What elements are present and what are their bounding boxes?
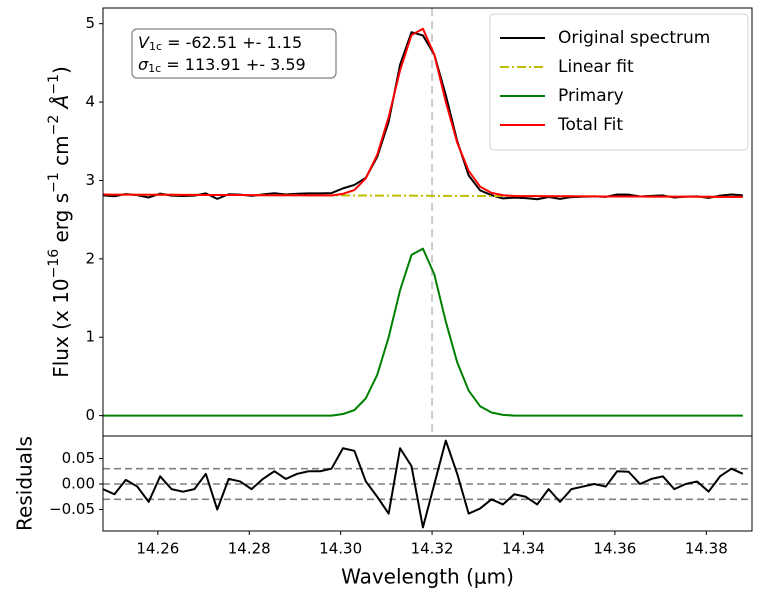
y-axis-label: Residuals [13, 436, 37, 531]
x-tick-label: 14.26 [136, 540, 179, 558]
annotation: σ1c = 113.91 +- 3.59 [138, 55, 306, 76]
data-line [103, 439, 744, 529]
annotation-symbol: σ [138, 55, 149, 74]
label-part: cm [49, 135, 73, 172]
annotation-subscript: 1c [148, 62, 161, 75]
annotation-box [131, 28, 337, 79]
label-part: −2 [46, 115, 62, 136]
x-axis-label: Wavelength (μm) [341, 565, 514, 589]
y-tick-label: −0.05 [49, 500, 95, 518]
label-part: −16 [46, 249, 62, 279]
y-axis-label: Flux (x 10−16 erg s−1 cm−2 Å−1) [46, 66, 73, 378]
label-part: Å [49, 95, 73, 115]
y-tick-label: 0.00 [62, 475, 95, 493]
x-tick-label: 14.36 [593, 540, 636, 558]
x-tick-label: 14.32 [411, 540, 454, 558]
y-tick-label: 4 [85, 93, 95, 111]
data-line [103, 247, 743, 417]
x-tick-label: 14.28 [228, 540, 271, 558]
y-tick-label: 5 [85, 14, 95, 32]
legend-label: Total Fit [557, 115, 623, 135]
y-tick-label: 0.05 [62, 449, 95, 467]
label-part: ) [49, 66, 73, 74]
annotation-text: = 113.91 +- 3.59 [161, 55, 306, 74]
y-tick-label: 0 [85, 406, 95, 424]
plot-frame [102, 435, 753, 532]
annotation-subscript: 1c [149, 40, 162, 53]
annotation: V1c = -62.51 +- 1.15 [138, 33, 302, 54]
legend-label: Linear fit [558, 57, 634, 77]
x-tick-label: 14.38 [685, 540, 728, 558]
label-part: Flux (x 10 [49, 278, 73, 377]
y-tick-label: 2 [85, 249, 95, 267]
label-part: −1 [46, 172, 62, 193]
y-tick-label: 3 [85, 171, 95, 189]
x-tick-label: 14.34 [502, 540, 545, 558]
legend-label: Original spectrum [558, 28, 710, 48]
annotation-symbol: V [138, 33, 150, 52]
label-part: erg s [49, 193, 73, 249]
label-part: −1 [46, 74, 62, 95]
annotation-text: = -62.51 +- 1.15 [162, 33, 302, 52]
y-tick-label: 1 [85, 328, 95, 346]
legend-label: Primary [558, 86, 624, 106]
data-line [103, 27, 743, 198]
x-tick-label: 14.30 [319, 540, 362, 558]
legend-box [489, 13, 749, 151]
